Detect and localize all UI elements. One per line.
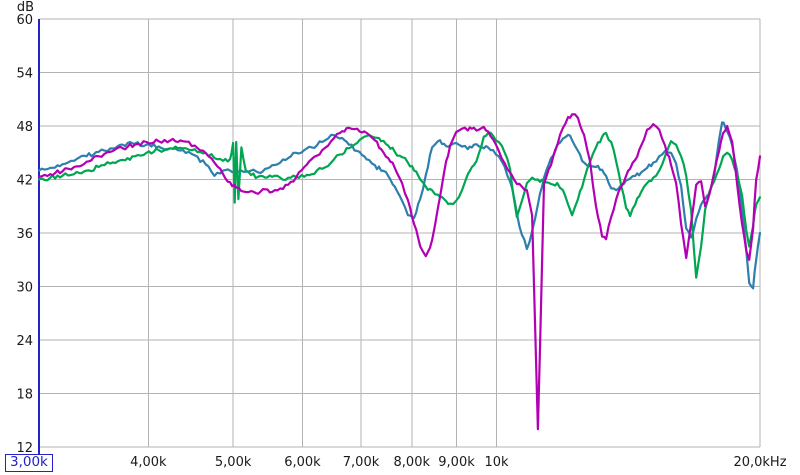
x-tick-label: 20,0kHz — [733, 455, 786, 470]
x-tick-label: 10k — [485, 455, 510, 470]
x-tick-label: 7,00k — [343, 455, 380, 470]
x-tick-label: 9,00k — [438, 455, 475, 470]
y-tick-label: 48 — [16, 120, 33, 135]
y-tick-label: 12 — [16, 441, 33, 456]
y-axis-unit-label: dB — [16, 0, 34, 15]
y-tick-label: 24 — [16, 334, 33, 349]
y-tick-label: 18 — [16, 388, 33, 403]
y-tick-label: 42 — [16, 174, 33, 189]
y-tick-label: 30 — [16, 281, 33, 296]
trace-magenta — [37, 113, 762, 431]
trace-blue — [37, 121, 762, 290]
x-axis-start-value-box[interactable]: 3,00k — [5, 454, 53, 472]
y-tick-label: 54 — [16, 67, 33, 82]
x-tick-label: 4,00k — [130, 455, 167, 470]
y-tick-label: 60 — [16, 13, 33, 28]
x-tick-label: 5,00k — [215, 455, 252, 470]
x-tick-label: 6,00k — [284, 455, 321, 470]
trace-green — [37, 131, 762, 279]
x-tick-label: 8,00k — [394, 455, 431, 470]
y-tick-label: 36 — [16, 227, 33, 242]
